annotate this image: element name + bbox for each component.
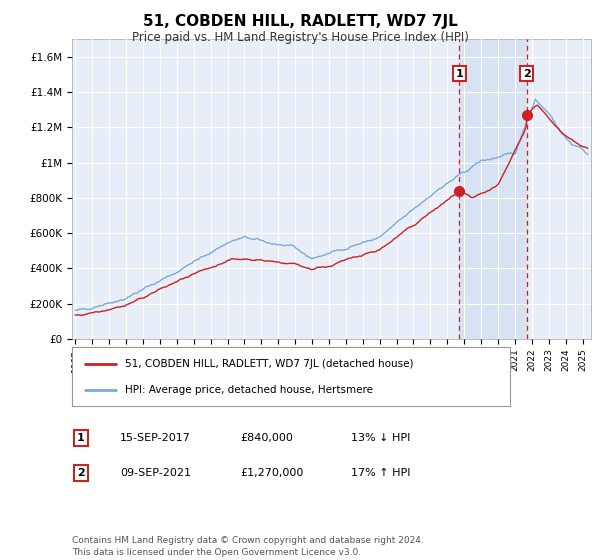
Text: £840,000: £840,000 [240, 433, 293, 443]
Text: £1,270,000: £1,270,000 [240, 468, 304, 478]
Text: Contains HM Land Registry data © Crown copyright and database right 2024.
This d: Contains HM Land Registry data © Crown c… [72, 536, 424, 557]
Text: 13% ↓ HPI: 13% ↓ HPI [351, 433, 410, 443]
Bar [460, 39, 527, 339]
Text: 15-SEP-2017: 15-SEP-2017 [120, 433, 191, 443]
Text: 09-SEP-2021: 09-SEP-2021 [120, 468, 191, 478]
Text: 51, COBDEN HILL, RADLETT, WD7 7JL (detached house): 51, COBDEN HILL, RADLETT, WD7 7JL (detac… [125, 358, 413, 368]
Text: 51, COBDEN HILL, RADLETT, WD7 7JL: 51, COBDEN HILL, RADLETT, WD7 7JL [143, 14, 457, 29]
Text: 2: 2 [523, 69, 530, 78]
Text: 1: 1 [455, 69, 463, 78]
Text: 1: 1 [77, 433, 85, 443]
Text: HPI: Average price, detached house, Hertsmere: HPI: Average price, detached house, Hert… [125, 385, 373, 395]
Text: 2: 2 [77, 468, 85, 478]
Text: 17% ↑ HPI: 17% ↑ HPI [351, 468, 410, 478]
Text: Price paid vs. HM Land Registry's House Price Index (HPI): Price paid vs. HM Land Registry's House … [131, 31, 469, 44]
